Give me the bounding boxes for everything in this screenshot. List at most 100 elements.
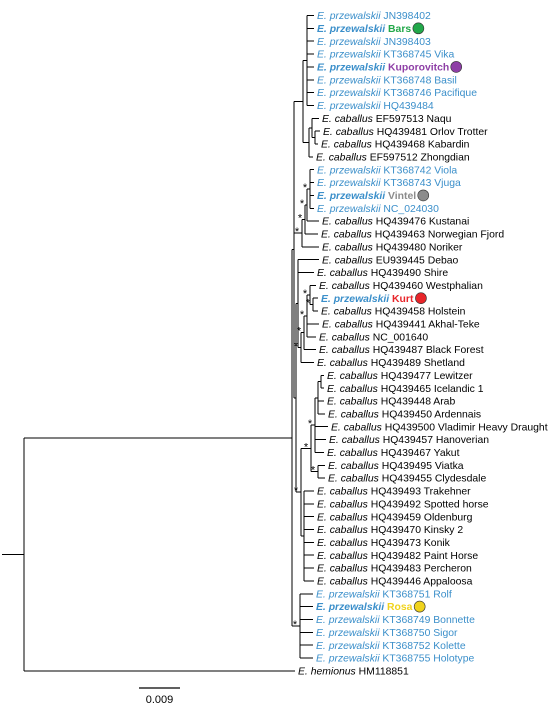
accession-label: KT368743 Vjuga <box>383 178 461 189</box>
support-star-7: * <box>297 326 302 338</box>
accession-label: EU939445 Debao <box>376 255 459 266</box>
leaf-label-36: E. caballus HQ439455 Clydesdale <box>328 474 486 485</box>
accession-label: HQ439455 Clydesdale <box>382 474 487 485</box>
leaf-label-26: E. caballus HQ439487 Black Forest <box>319 345 484 356</box>
highlight-dot-bars <box>412 22 425 35</box>
accession-label: HQ439457 Hanoverian <box>383 435 490 446</box>
accession-label: HQ439463 Norwegian Fjord <box>375 230 505 241</box>
accession-label: EF597513 Naqu <box>376 114 452 125</box>
leaf-label-34: E. caballus HQ439467 Yakut <box>327 448 460 459</box>
species-name: E. przewalskii <box>317 101 383 112</box>
accession-label: KT368750 Sigor <box>382 628 458 639</box>
leaf-label-24: E. caballus HQ439441 Akhal-Teke <box>322 320 480 331</box>
species-name: E. caballus <box>328 474 382 485</box>
leaf-label-5: E. przewalskii KT368748 Basil <box>317 75 457 86</box>
accession-label: NC_024030 <box>383 204 439 215</box>
leaf-label-6: E. przewalskii KT368746 Pacifique <box>317 88 477 99</box>
accession-label: HQ439446 Appaloosa <box>371 577 473 588</box>
species-name: E. przewalskii <box>317 88 383 99</box>
accession-label: HQ439448 Arab <box>381 397 456 408</box>
species-name: E. przewalskii <box>316 589 382 600</box>
leaf-label-11: E. caballus EF597512 Zhongdian <box>316 152 470 163</box>
support-star-1: * <box>300 198 305 210</box>
support-star-2: * <box>298 212 303 224</box>
support-star-9: * <box>308 418 313 430</box>
accession-label: KT368749 Bonnette <box>382 615 475 626</box>
accession-label: KT368751 Rolf <box>382 589 451 600</box>
species-name: E. caballus <box>328 461 382 472</box>
species-name: E. przewalskii <box>316 602 387 613</box>
accession-label: HQ439482 Paint Horse <box>371 551 479 562</box>
species-name: E. caballus <box>319 332 373 343</box>
accession-label: KT368742 Viola <box>383 165 457 176</box>
accession-label: HQ439492 Spotted horse <box>371 499 489 510</box>
species-name: E. przewalskii <box>317 24 388 35</box>
accession-label: HQ439441 Akhal-Teke <box>376 320 480 331</box>
support-star-13: * <box>293 619 298 631</box>
leaf-label-8: E. caballus EF597513 Naqu <box>322 114 452 125</box>
leaf-label-40: E. caballus HQ439470 Kinsky 2 <box>317 525 463 536</box>
leaf-label-48: E. przewalskii KT368750 Sigor <box>316 628 458 639</box>
leaf-label-4: E. przewalskii Kuporovitch <box>317 63 449 74</box>
species-name: E. caballus <box>321 307 375 318</box>
leaf-label-51: E. hemionus HM118851 <box>298 666 409 677</box>
species-name: E. przewalskii <box>317 75 383 86</box>
species-name: E. caballus <box>317 512 371 523</box>
species-name: E. caballus <box>331 422 385 433</box>
leaf-label-22: E. przewalskii Kurt <box>321 294 414 305</box>
accession-label: HQ439480 Noriker <box>376 242 463 253</box>
highlight-dot-rosa <box>413 600 426 613</box>
accession-label: NC_001640 <box>373 332 429 343</box>
species-name: E. caballus <box>322 114 376 125</box>
species-name: E. hemionus <box>298 666 359 677</box>
scale-bar: 0.009 <box>139 687 180 706</box>
accession-label: KT368745 Vika <box>383 50 454 61</box>
accession-label: HQ439483 Percheron <box>371 564 472 575</box>
accession-label: HQ439495 Viatka <box>382 461 464 472</box>
leaf-label-16: E. caballus HQ439476 Kustanai <box>322 217 469 228</box>
accession-label: HQ439477 Lewitzer <box>381 371 473 382</box>
leaf-label-17: E. caballus HQ439463 Norwegian Fjord <box>321 230 504 241</box>
leaf-label-41: E. caballus HQ439473 Konik <box>317 538 451 549</box>
species-name: E. przewalskii <box>317 50 383 61</box>
support-star-4: * <box>306 298 311 310</box>
species-name: E. caballus <box>321 140 375 151</box>
species-name: E. przewalskii <box>316 641 382 652</box>
accession-label: KT368748 Basil <box>383 75 456 86</box>
accession-label: Kurt <box>392 294 414 305</box>
species-name: E. przewalskii <box>317 165 383 176</box>
leaf-label-30: E. caballus HQ439448 Arab <box>327 397 455 408</box>
leaf-label-28: E. caballus HQ439477 Lewitzer <box>327 371 473 382</box>
accession-label: HQ439468 Kabardin <box>375 140 470 151</box>
accession-label: HQ439493 Trakehner <box>371 487 471 498</box>
leaf-label-9: E. caballus HQ439481 Orlov Trotter <box>323 127 488 138</box>
support-star-10: * <box>311 465 316 477</box>
species-name: E. przewalskii <box>317 191 388 202</box>
species-name: E. caballus <box>322 320 376 331</box>
support-star-12: * <box>294 485 299 497</box>
leaf-label-20: E. caballus HQ439490 Shire <box>317 268 448 279</box>
support-star-0: * <box>303 182 308 194</box>
leaf-label-19: E. caballus EU939445 Debao <box>322 255 459 266</box>
accession-label: HQ439460 Westphalian <box>373 281 483 292</box>
accession-label: KT368755 Holotype <box>382 654 474 665</box>
species-name: E. przewalskii <box>317 37 383 48</box>
leaf-label-25: E. caballus NC_001640 <box>319 332 428 343</box>
species-name: E. caballus <box>317 564 371 575</box>
species-name: E. przewalskii <box>317 11 383 22</box>
species-name: E. caballus <box>322 255 376 266</box>
support-markers: ************** <box>293 182 316 631</box>
support-star-3: * <box>295 226 300 238</box>
species-name: E. przewalskii <box>321 294 392 305</box>
accession-label: HQ439490 Shire <box>371 268 449 279</box>
species-name: E. caballus <box>328 409 382 420</box>
accession-label: KT368746 Pacifique <box>383 88 477 99</box>
accession-label: HQ439450 Ardennais <box>382 409 481 420</box>
accession-label: Kuporovitch <box>388 63 449 74</box>
leaf-label-38: E. caballus HQ439492 Spotted horse <box>317 499 489 510</box>
accession-label: HQ439487 Black Forest <box>373 345 484 356</box>
highlight-dot-kurt <box>415 292 427 305</box>
species-name: E. caballus <box>317 538 371 549</box>
